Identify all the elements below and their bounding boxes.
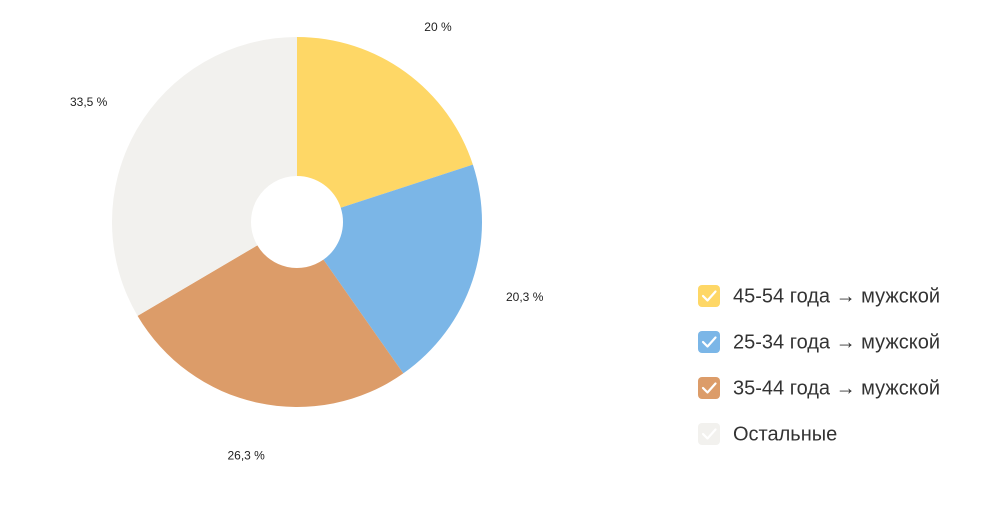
value-label: 20,3 %	[506, 290, 544, 304]
legend-checkbox	[698, 285, 720, 307]
legend-label: 45-54 года → мужской	[733, 285, 940, 307]
slice	[112, 37, 297, 316]
check-icon	[701, 382, 717, 394]
slice	[323, 164, 482, 374]
legend-item[interactable]: 45-54 года → мужской	[698, 285, 940, 307]
legend-checkbox	[698, 377, 720, 399]
slice	[137, 245, 404, 407]
check-icon	[701, 336, 717, 348]
slice	[297, 37, 473, 208]
legend-item[interactable]: 35-44 года → мужской	[698, 377, 940, 399]
legend-label: 25-34 года → мужской	[733, 331, 940, 353]
value-label: 26,3 %	[227, 449, 265, 463]
legend-checkbox	[698, 331, 720, 353]
value-label: 33,5 %	[70, 95, 108, 109]
legend-label: 35-44 года → мужской	[733, 377, 940, 399]
value-label: 20 %	[424, 20, 452, 34]
legend-item[interactable]: 25-34 года → мужской	[698, 331, 940, 353]
check-icon	[701, 290, 717, 302]
legend-label: Остальные	[733, 423, 837, 445]
check-icon	[701, 428, 717, 440]
legend-checkbox	[698, 423, 720, 445]
legend-item[interactable]: Остальные	[698, 423, 837, 445]
